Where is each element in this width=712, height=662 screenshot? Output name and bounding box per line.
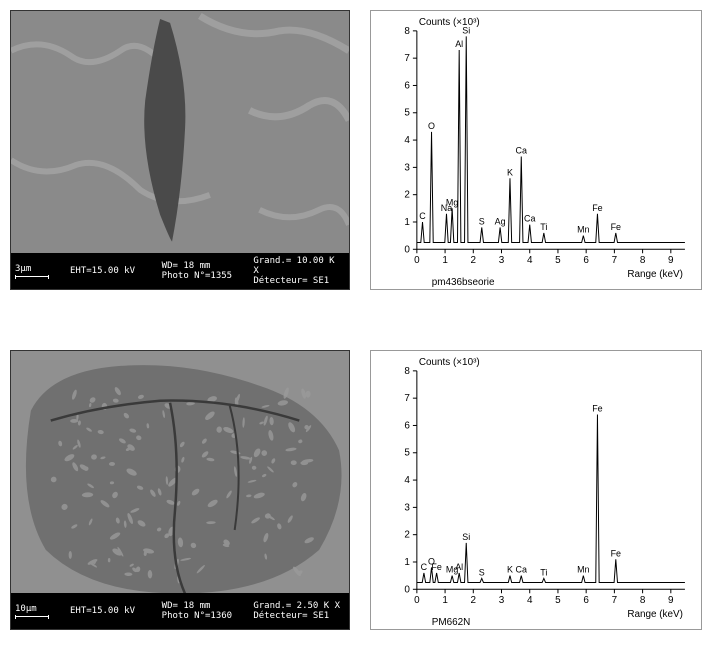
spectrum-top-svg: 0 1 2 3 4 5 6 7 8 0 1 2 3 4 5 6 7 8 9 Counts (×10³) Range (k… [371,11,701,289]
svg-text:5: 5 [404,108,410,119]
svg-text:8: 8 [404,366,410,377]
svg-text:Fe: Fe [592,203,602,213]
svg-text:0: 0 [414,255,420,266]
svg-text:2: 2 [404,190,410,201]
svg-text:9: 9 [668,255,674,266]
svg-text:6: 6 [404,420,410,431]
svg-text:4: 4 [527,595,533,606]
svg-text:7: 7 [612,595,618,606]
svg-text:Range (keV): Range (keV) [627,609,683,620]
svg-text:4: 4 [527,255,533,266]
svg-text:5: 5 [404,448,410,459]
svg-text:6: 6 [583,595,589,606]
svg-text:Ca: Ca [516,145,527,155]
svg-text:Counts (×10³): Counts (×10³) [419,357,480,368]
svg-text:Al: Al [455,562,463,572]
scale-label: 10µm [15,604,37,614]
svg-text:S: S [479,216,485,226]
svg-text:Fe: Fe [431,562,441,572]
scale-bar-bottom: 10µm [15,604,70,619]
svg-text:Fe: Fe [611,548,621,558]
svg-text:Fe: Fe [611,222,621,232]
photo-label: Photo N°=1360 [162,611,254,621]
svg-text:8: 8 [404,26,410,37]
eds-spectrum-bottom: 0 1 2 3 4 5 6 7 8 0 1 2 3 4 5 6 7 8 9 Counts (×10³) Range (k… [370,350,702,630]
svg-text:0: 0 [414,595,420,606]
svg-text:Counts (×10³): Counts (×10³) [419,17,480,28]
svg-text:1: 1 [442,595,448,606]
svg-text:K: K [507,167,513,177]
svg-text:C: C [419,211,426,221]
svg-text:Si: Si [462,25,470,35]
grand-label: Grand.= 10.00 K X [253,256,345,276]
svg-text:5: 5 [555,255,561,266]
svg-text:PM662N: PM662N [432,617,471,628]
sem-bottom-svg [11,351,349,594]
svg-text:7: 7 [404,53,410,64]
svg-text:2: 2 [404,530,410,541]
svg-text:Ti: Ti [540,567,547,577]
svg-text:K: K [507,565,513,575]
svg-text:0: 0 [404,244,410,255]
svg-text:1: 1 [404,217,410,228]
svg-text:8: 8 [640,595,646,606]
svg-text:S: S [479,567,485,577]
sem-micrograph-top: 3µm EHT=15.00 kV WD= 18 mm Photo N°=1355… [10,10,350,290]
sem-top-svg [11,11,349,254]
eds-spectrum-top: 0 1 2 3 4 5 6 7 8 0 1 2 3 4 5 6 7 8 9 Counts (×10³) Range (k… [370,10,702,290]
svg-text:3: 3 [404,502,410,513]
spectrum-bottom-svg: 0 1 2 3 4 5 6 7 8 0 1 2 3 4 5 6 7 8 9 Counts (×10³) Range (k… [371,351,701,629]
svg-text:6: 6 [404,80,410,91]
svg-text:Ca: Ca [516,565,527,575]
svg-text:2: 2 [471,595,477,606]
photo-label: Photo N°=1355 [162,271,254,281]
svg-text:5: 5 [555,595,561,606]
detector-label: Détecteur= SE1 [253,611,345,621]
svg-text:Fe: Fe [592,404,602,414]
svg-text:Mn: Mn [577,225,589,235]
svg-text:Si: Si [462,532,470,542]
svg-text:Al: Al [455,39,463,49]
svg-text:0: 0 [404,584,410,595]
svg-text:Range (keV): Range (keV) [627,269,683,280]
svg-text:Ag: Ag [495,216,506,226]
svg-text:2: 2 [471,255,477,266]
eht-label: EHT=15.00 kV [70,266,162,276]
sem-bottom-footer: 10µm EHT=15.00 kV WD= 18 mm Photo N°=136… [11,593,349,629]
svg-text:pm436bseorie: pm436bseorie [432,277,495,288]
sem-micrograph-bottom: 10µm EHT=15.00 kV WD= 18 mm Photo N°=136… [10,350,350,630]
svg-text:Mn: Mn [577,565,589,575]
svg-text:1: 1 [404,557,410,568]
svg-text:3: 3 [499,595,505,606]
scale-bar-top: 3µm [15,264,70,279]
svg-text:9: 9 [668,595,674,606]
svg-text:8: 8 [640,255,646,266]
svg-text:3: 3 [499,255,505,266]
svg-text:4: 4 [404,475,410,486]
wd-label: WD= 18 mm [162,601,254,611]
sem-top-footer: 3µm EHT=15.00 kV WD= 18 mm Photo N°=1355… [11,253,349,289]
wd-label: WD= 18 mm [162,261,254,271]
svg-text:Ti: Ti [540,222,547,232]
svg-text:6: 6 [583,255,589,266]
svg-text:7: 7 [612,255,618,266]
detector-label: Détecteur= SE1 [253,276,345,286]
svg-text:1: 1 [442,255,448,266]
svg-text:O: O [428,121,435,131]
svg-text:4: 4 [404,135,410,146]
scale-label: 3µm [15,264,31,274]
svg-text:Mg: Mg [446,197,458,207]
svg-text:3: 3 [404,162,410,173]
svg-text:Ca: Ca [524,214,535,224]
grand-label: Grand.= 2.50 K X [253,601,345,611]
svg-text:7: 7 [404,393,410,404]
svg-text:C: C [421,562,428,572]
eht-label: EHT=15.00 kV [70,606,162,616]
